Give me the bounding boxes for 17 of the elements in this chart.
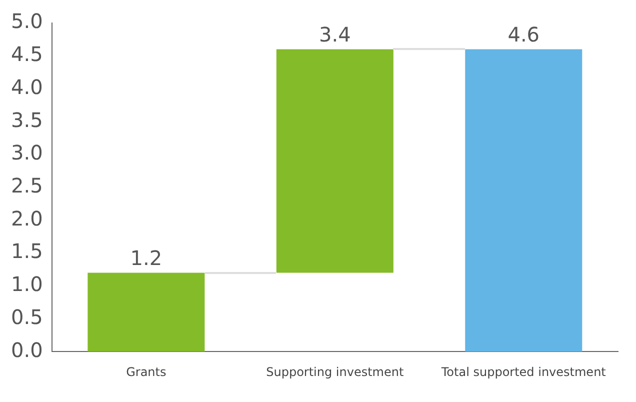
y-tick-label: 2.0	[10, 206, 43, 230]
y-tick-label: 0.5	[10, 304, 43, 329]
y-tick-label: 5.0	[10, 9, 43, 34]
x-tick-label: Supporting investment	[266, 364, 404, 379]
y-tick-label: 3.5	[10, 108, 43, 132]
data-label: 3.4	[318, 22, 351, 46]
data-label: 4.6	[508, 22, 540, 46]
x-tick-label: Total supported investment	[440, 364, 606, 379]
x-tick-label: Grants	[126, 364, 166, 379]
y-tick-label: 3.0	[10, 140, 43, 165]
y-tick-label: 4.0	[10, 74, 43, 99]
y-tick-label: 2.5	[10, 174, 43, 198]
y-tick-label: 0.0	[10, 338, 43, 362]
data-label: 1.2	[130, 246, 162, 270]
y-tick-label: 1.5	[10, 239, 43, 264]
y-tick-label: 1.0	[10, 272, 43, 296]
y-tick-label: 4.5	[10, 42, 43, 66]
